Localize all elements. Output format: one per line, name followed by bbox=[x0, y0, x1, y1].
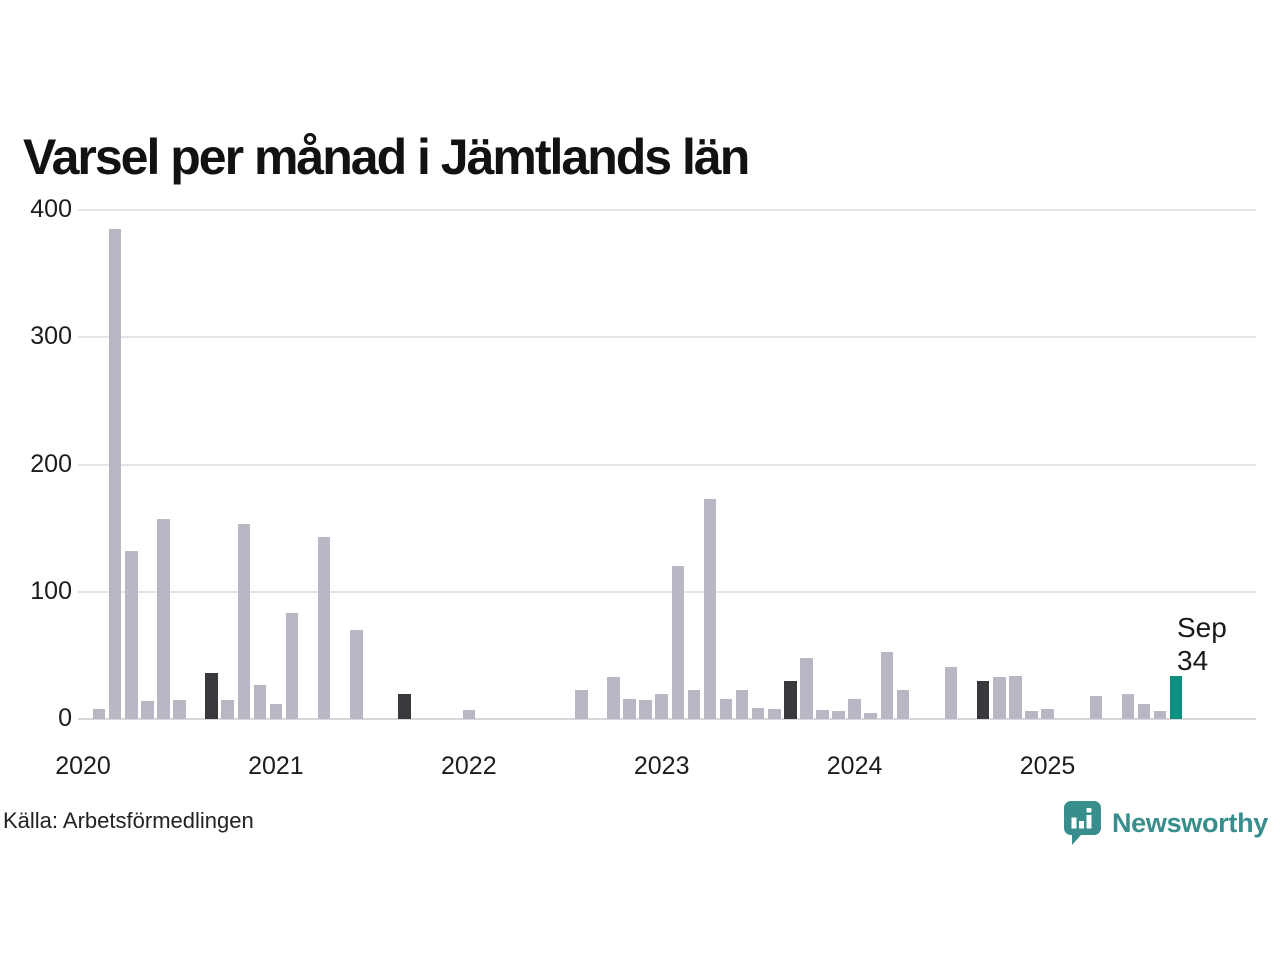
y-tick-400: 400 bbox=[30, 195, 72, 223]
newsworthy-logo: Newsworthy bbox=[1062, 800, 1268, 846]
bar-2023-Feb bbox=[671, 566, 684, 719]
newsworthy-logo-icon bbox=[1062, 800, 1103, 846]
bar-2025-Jan bbox=[1041, 709, 1054, 719]
y-tick-300: 300 bbox=[30, 322, 72, 350]
bar-2023-Apr bbox=[703, 499, 717, 719]
y-tick-0: 0 bbox=[58, 704, 72, 732]
bar-2023-Jun bbox=[735, 690, 749, 719]
x-tick-2020: 2020 bbox=[55, 752, 111, 780]
bar-2023-Sep bbox=[784, 681, 797, 719]
bar-2023-Dec bbox=[832, 711, 845, 719]
bar-2020-Oct bbox=[221, 700, 234, 719]
bar-2024-Feb bbox=[864, 713, 877, 719]
bar-2023-May bbox=[719, 699, 733, 719]
bar-2020-May bbox=[141, 701, 154, 719]
bar-2022-Dec bbox=[639, 700, 652, 719]
x-tick-2023: 2023 bbox=[633, 752, 690, 780]
x-tick-2021: 2021 bbox=[248, 752, 304, 780]
bar-2023-Nov bbox=[816, 710, 829, 719]
y-tick-100: 100 bbox=[30, 577, 72, 605]
bar-2025-Sep bbox=[1169, 676, 1183, 719]
bar-2025-Apr bbox=[1089, 696, 1102, 719]
x-tick-2025: 2025 bbox=[1019, 752, 1076, 780]
bar-2024-Apr bbox=[896, 690, 910, 719]
bar-2023-Mar bbox=[687, 690, 701, 719]
bar-2020-Jul bbox=[173, 700, 186, 719]
bar-2023-Jan bbox=[655, 694, 668, 719]
gridline-200 bbox=[78, 464, 1256, 466]
bar-2020-Dec bbox=[253, 685, 267, 719]
source-text: Källa: Arbetsförmedlingen bbox=[3, 808, 254, 833]
bar-2021-Sep bbox=[398, 694, 411, 719]
bar-2020-Jun bbox=[157, 519, 170, 719]
x-tick-2022: 2022 bbox=[440, 752, 497, 780]
gridline-0 bbox=[78, 718, 1256, 720]
bar-2022-Oct bbox=[607, 677, 620, 719]
chart-title: Varsel per månad i Jämtlands län bbox=[23, 129, 750, 185]
bar-2020-Mar bbox=[108, 229, 122, 719]
y-tick-200: 200 bbox=[30, 450, 72, 478]
bar-2022-Aug bbox=[575, 690, 588, 719]
bar-2023-Oct bbox=[800, 658, 813, 719]
annotation-value-label: 34 bbox=[1177, 645, 1209, 676]
gridline-300 bbox=[78, 336, 1256, 338]
bar-2022-Jan bbox=[462, 710, 475, 719]
bar-2021-Jun bbox=[350, 630, 363, 719]
bar-2024-Nov bbox=[1009, 676, 1022, 719]
bar-2020-Apr bbox=[125, 551, 138, 719]
bar-2024-Sep bbox=[976, 681, 990, 719]
gridline-400 bbox=[78, 209, 1256, 211]
bar-2020-Nov bbox=[237, 524, 250, 719]
newsworthy-logo-text: Newsworthy bbox=[1111, 807, 1268, 838]
bar-2020-Feb bbox=[92, 709, 106, 719]
x-tick-2024: 2024 bbox=[826, 752, 883, 780]
bar-2024-Oct bbox=[993, 677, 1006, 719]
bar-2024-Dec bbox=[1025, 711, 1038, 719]
bar-2024-Jan bbox=[848, 699, 861, 719]
bar-2024-Jul bbox=[944, 667, 958, 719]
current-month-annotation: Sep 34 bbox=[1177, 611, 1227, 677]
annotation-month-label: Sep bbox=[1177, 612, 1227, 643]
bar-2025-Jun bbox=[1121, 694, 1135, 719]
bar-2021-Apr bbox=[317, 537, 331, 719]
bar-2025-Aug bbox=[1153, 711, 1167, 719]
bar-2025-Jul bbox=[1137, 704, 1151, 719]
bar-2023-Aug bbox=[768, 709, 781, 719]
bar-2023-Jul bbox=[751, 708, 765, 719]
bar-2020-Sep bbox=[205, 673, 218, 719]
bar-2021-Jan bbox=[269, 704, 283, 719]
bar-2024-Mar bbox=[880, 652, 893, 719]
bar-2022-Nov bbox=[623, 699, 636, 719]
bar-2021-Feb bbox=[285, 613, 299, 719]
gridline-100 bbox=[78, 591, 1256, 593]
